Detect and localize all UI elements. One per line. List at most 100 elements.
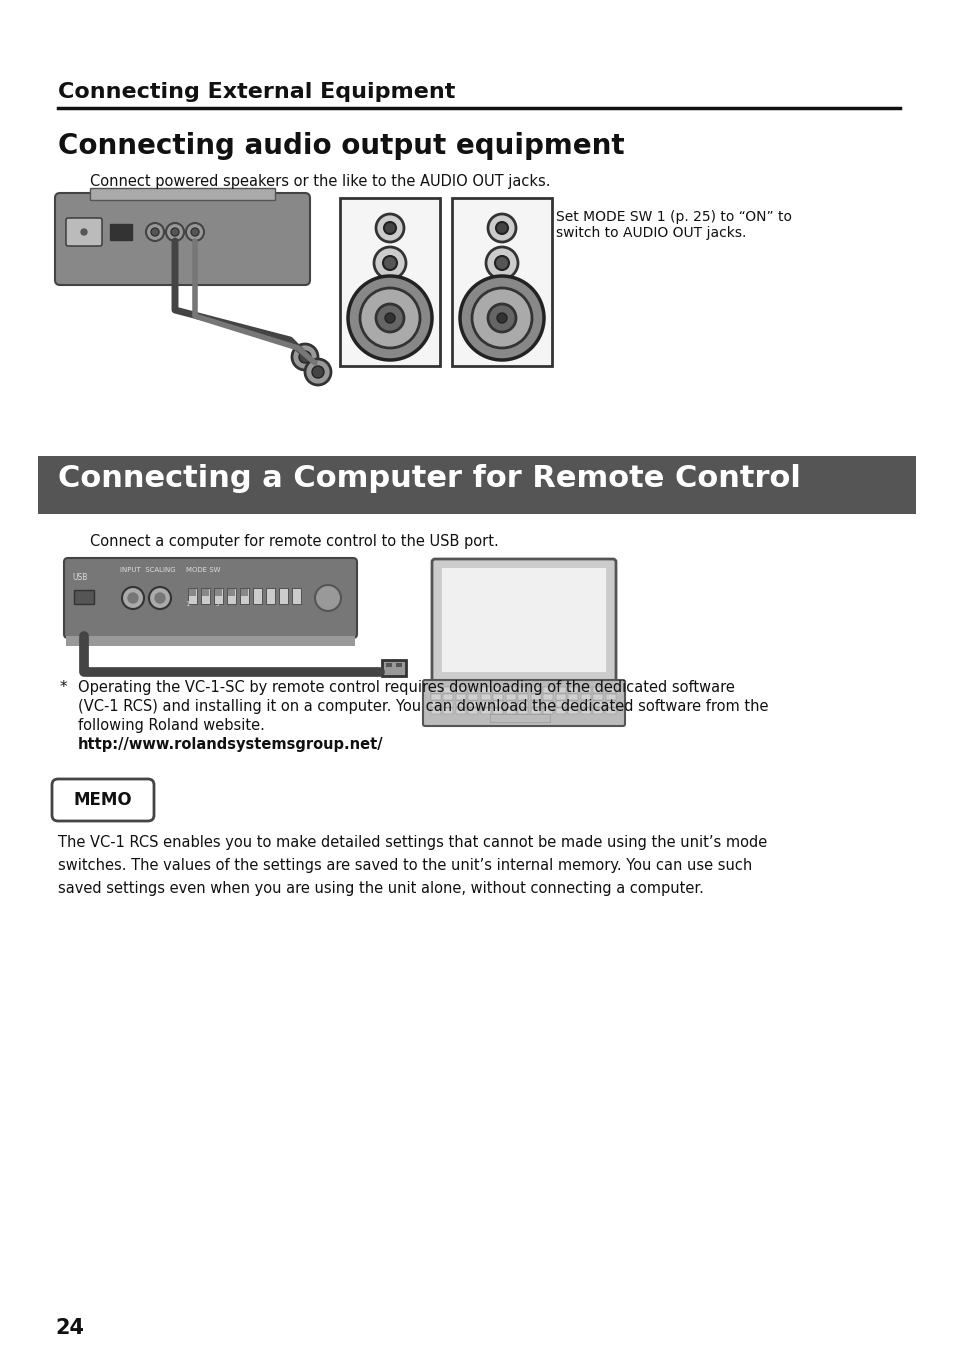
Bar: [568, 695, 578, 700]
Bar: [568, 701, 578, 707]
Bar: [456, 695, 465, 700]
Bar: [240, 588, 249, 604]
Bar: [443, 695, 453, 700]
Bar: [431, 708, 440, 714]
Bar: [556, 701, 565, 707]
Bar: [456, 708, 465, 714]
Bar: [227, 588, 235, 604]
Bar: [605, 701, 616, 707]
Bar: [593, 686, 603, 692]
Bar: [443, 686, 453, 692]
Circle shape: [292, 344, 317, 370]
Bar: [431, 695, 440, 700]
Bar: [518, 686, 528, 692]
Circle shape: [459, 276, 543, 360]
Bar: [292, 588, 301, 604]
Text: MEMO: MEMO: [73, 791, 132, 808]
Circle shape: [472, 288, 532, 348]
Bar: [480, 686, 491, 692]
Circle shape: [348, 276, 432, 360]
Bar: [493, 695, 503, 700]
Bar: [213, 588, 223, 604]
Bar: [543, 701, 553, 707]
Circle shape: [382, 256, 396, 269]
Bar: [518, 701, 528, 707]
Bar: [441, 567, 605, 672]
Circle shape: [305, 359, 331, 385]
Bar: [443, 708, 453, 714]
Circle shape: [496, 222, 507, 234]
Bar: [505, 686, 516, 692]
Circle shape: [497, 313, 506, 324]
Circle shape: [151, 227, 159, 236]
Bar: [593, 708, 603, 714]
Bar: [531, 695, 540, 700]
Bar: [543, 686, 553, 692]
FancyBboxPatch shape: [432, 559, 616, 682]
Circle shape: [298, 351, 311, 363]
Circle shape: [485, 246, 517, 279]
Bar: [266, 588, 274, 604]
Bar: [568, 708, 578, 714]
Bar: [431, 686, 440, 692]
Bar: [531, 708, 540, 714]
Circle shape: [375, 214, 403, 242]
Bar: [480, 695, 491, 700]
Text: Connecting External Equipment: Connecting External Equipment: [58, 83, 455, 102]
Bar: [593, 701, 603, 707]
Bar: [395, 663, 401, 668]
Bar: [386, 663, 392, 668]
Bar: [543, 708, 553, 714]
Bar: [480, 708, 491, 714]
Circle shape: [495, 256, 509, 269]
Bar: [493, 686, 503, 692]
Circle shape: [385, 313, 395, 324]
Text: USB: USB: [71, 573, 88, 582]
Bar: [593, 695, 603, 700]
Text: Connecting a Computer for Remote Control: Connecting a Computer for Remote Control: [58, 464, 800, 493]
Circle shape: [171, 227, 179, 236]
FancyBboxPatch shape: [66, 218, 102, 246]
Circle shape: [374, 246, 406, 279]
Bar: [66, 636, 355, 646]
Bar: [468, 686, 478, 692]
Text: Set MODE SW 1 (p. 25) to “ON” to
switch to AUDIO OUT jacks.: Set MODE SW 1 (p. 25) to “ON” to switch …: [556, 210, 791, 240]
Bar: [580, 701, 590, 707]
Bar: [456, 701, 465, 707]
Text: 24: 24: [55, 1317, 84, 1338]
Bar: [74, 590, 94, 604]
Bar: [531, 686, 540, 692]
Circle shape: [375, 305, 403, 332]
Bar: [505, 701, 516, 707]
FancyBboxPatch shape: [422, 680, 624, 726]
Bar: [505, 708, 516, 714]
Bar: [443, 701, 453, 707]
Circle shape: [312, 366, 324, 378]
Bar: [468, 701, 478, 707]
FancyBboxPatch shape: [55, 194, 310, 284]
Bar: [490, 714, 550, 722]
Text: The VC-1 RCS enables you to make detailed settings that cannot be made using the: The VC-1 RCS enables you to make detaile…: [58, 835, 766, 895]
Bar: [38, 456, 915, 515]
Bar: [90, 188, 274, 200]
Circle shape: [154, 593, 165, 603]
FancyBboxPatch shape: [52, 779, 153, 821]
Bar: [605, 686, 616, 692]
Circle shape: [359, 288, 419, 348]
Bar: [568, 686, 578, 692]
Circle shape: [149, 588, 171, 609]
Bar: [452, 198, 552, 366]
Bar: [580, 686, 590, 692]
Bar: [580, 708, 590, 714]
Bar: [605, 708, 616, 714]
Text: following Roland website.: following Roland website.: [78, 718, 265, 733]
Text: http://www.rolandsystemsgroup.net/: http://www.rolandsystemsgroup.net/: [78, 737, 383, 751]
Bar: [556, 708, 565, 714]
Bar: [468, 708, 478, 714]
Bar: [518, 695, 528, 700]
Bar: [543, 695, 553, 700]
Bar: [228, 589, 234, 596]
Bar: [518, 708, 528, 714]
Bar: [201, 588, 210, 604]
Bar: [202, 589, 209, 596]
